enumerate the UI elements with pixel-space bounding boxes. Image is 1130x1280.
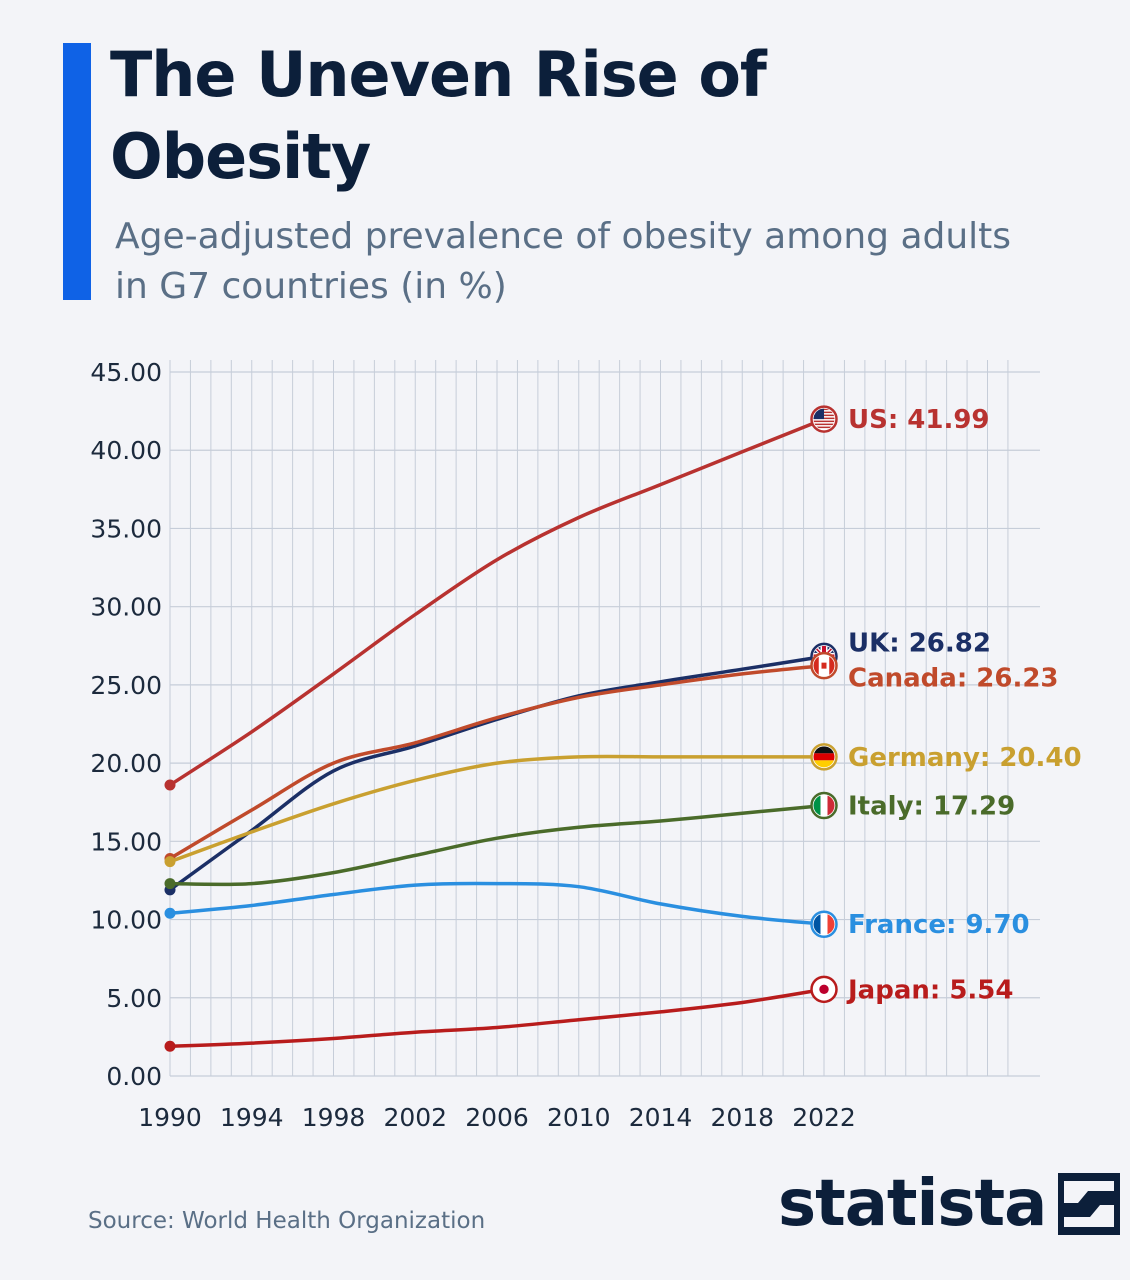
statista-logo[interactable]: statista: [778, 1166, 1121, 1242]
x-tick-label: 2002: [383, 1103, 447, 1132]
france-flag-icon: [813, 913, 835, 935]
x-tick-label: 2006: [465, 1103, 529, 1132]
y-tick-label: 30.00: [90, 593, 162, 622]
accent-bar: [63, 43, 91, 300]
x-tick-label: 2014: [629, 1103, 693, 1132]
statista-logo-icon: [1058, 1173, 1121, 1235]
germany-flag-icon: [813, 746, 835, 768]
series-label: Japan: 5.54: [846, 975, 1013, 1005]
series-start-point: [164, 856, 176, 868]
series-france: France: 9.70: [164, 881, 1030, 940]
series-germany: Germany: 20.40: [164, 743, 1082, 868]
x-tick-label: 1990: [138, 1103, 202, 1132]
italy-flag-icon: [813, 795, 835, 817]
series-japan: Japan: 5.54: [164, 975, 1013, 1052]
series-line: [168, 803, 826, 887]
series-label: Germany: 20.40: [848, 743, 1082, 773]
series-start-point: [164, 878, 176, 890]
series-italy: Italy: 17.29: [164, 792, 1015, 890]
y-tick-label: 10.00: [90, 906, 162, 935]
source-note: Source: World Health Organization: [88, 1208, 486, 1234]
y-tick-label: 25.00: [90, 671, 162, 700]
page-title: The Uneven Rise of Obesity: [110, 38, 767, 193]
y-tick-label: 45.00: [90, 358, 162, 387]
canada-flag-icon: [813, 655, 835, 677]
series-label: France: 9.70: [848, 910, 1030, 940]
chart-series: US: 41.99 UK: 26.82 Canada: 26.23 Germany: …: [164, 405, 1082, 1052]
series-label: Canada: 26.23: [848, 664, 1059, 694]
series-label: US: 41.99: [848, 405, 990, 435]
series-label: Italy: 17.29: [848, 792, 1015, 822]
line-chart: 0.00 5.00 10.00 15.00 20.00 25.00 30.00 35.00 40…: [90, 358, 1082, 1132]
series-line: [168, 417, 826, 787]
x-tick-label: 1994: [220, 1103, 284, 1132]
japan-flag-icon: [813, 978, 835, 1000]
series-start-point: [164, 779, 176, 791]
x-tick-label: 2010: [547, 1103, 611, 1132]
x-tick-label: 2018: [710, 1103, 774, 1132]
us-flag-icon: [813, 408, 835, 429]
series-line: [168, 663, 826, 861]
series-us: US: 41.99: [164, 405, 990, 791]
y-tick-label: 0.00: [106, 1062, 162, 1091]
y-tick-label: 40.00: [90, 436, 162, 465]
x-tick-label: 2022: [792, 1103, 856, 1132]
series-line: [168, 754, 826, 864]
series-line: [168, 987, 826, 1049]
y-tick-label: 35.00: [90, 514, 162, 543]
series-line: [168, 881, 826, 926]
chart-axes: 0.00 5.00 10.00 15.00 20.00 25.00 30.00 35.00 40…: [90, 358, 855, 1132]
y-tick-label: 20.00: [90, 749, 162, 778]
series-start-point: [164, 1040, 176, 1052]
chart-grid: [169, 360, 1040, 1077]
series-start-point: [164, 907, 176, 919]
x-tick-label: 1998: [302, 1103, 366, 1132]
y-tick-label: 15.00: [90, 827, 162, 856]
brand-wordmark: statista: [778, 1167, 1047, 1241]
y-tick-label: 5.00: [106, 984, 162, 1013]
page-subtitle: Age-adjusted prevalence of obesity among…: [115, 216, 1012, 307]
series-canada: Canada: 26.23: [164, 651, 1059, 865]
series-label: UK: 26.82: [848, 628, 991, 658]
